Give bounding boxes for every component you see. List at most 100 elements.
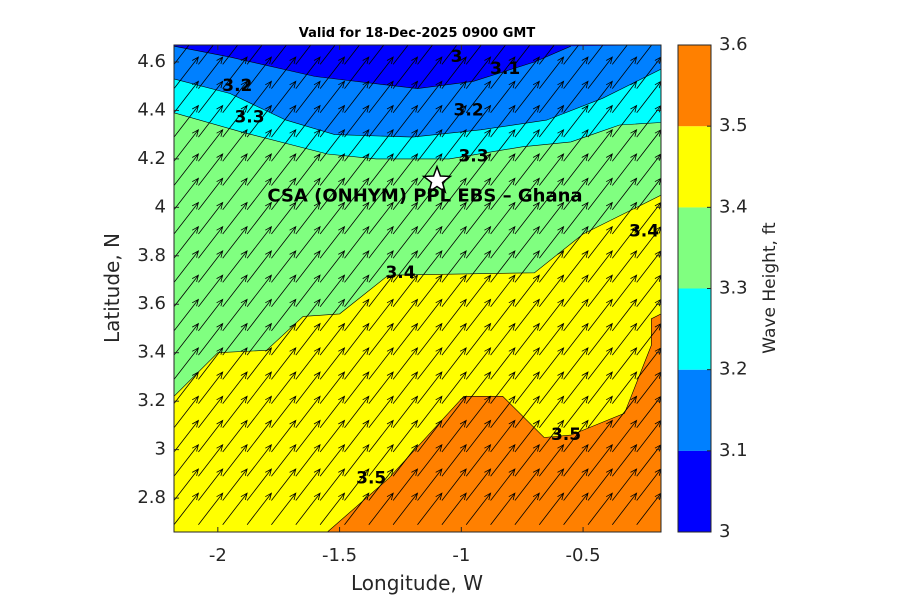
direction-arrow	[392, 45, 409, 65]
direction-arrow	[514, 468, 540, 501]
contour-label: 3.2	[222, 76, 252, 96]
direction-arrow	[514, 443, 540, 477]
direction-arrow	[538, 322, 565, 356]
direction-arrow	[514, 298, 540, 332]
direction-arrow	[198, 80, 224, 114]
x-axis-ticks: -2 -1.5 -1 -0.5	[209, 45, 601, 566]
direction-arrow	[563, 80, 589, 114]
direction-arrow	[246, 45, 263, 65]
direction-arrow	[295, 322, 321, 356]
direction-arrow	[174, 177, 200, 211]
direction-arrow	[295, 298, 321, 332]
direction-arrow	[417, 129, 443, 162]
direction-arrow	[611, 274, 638, 307]
direction-arrow	[417, 201, 443, 235]
direction-arrow	[611, 250, 638, 283]
plot-frame	[173, 44, 662, 533]
direction-arrow	[563, 298, 589, 332]
colorbar-tick-label: 3.6	[719, 34, 748, 55]
direction-arrow	[319, 492, 346, 525]
direction-arrow	[368, 443, 394, 477]
y-axis-ticks: 2.8 3 3.2 3.4 3.6 3.8 4 4.2 4.4 4.6	[137, 51, 661, 508]
colorbar-tick-label: 3.4	[719, 196, 748, 217]
direction-arrow	[198, 177, 224, 211]
contour-label: 3.5	[551, 425, 581, 445]
direction-arrow	[417, 468, 443, 501]
direction-arrow	[538, 45, 555, 65]
direction-arrow	[222, 104, 248, 138]
direction-arrow	[587, 298, 613, 332]
direction-arrow	[344, 419, 370, 453]
direction-arrow	[246, 225, 273, 259]
direction-arrow	[636, 468, 661, 501]
direction-arrow	[368, 419, 394, 453]
direction-arrow	[246, 104, 273, 138]
direction-arrow	[174, 56, 200, 89]
y-tick-label: 3.6	[137, 293, 166, 314]
direction-arrow	[587, 104, 613, 138]
direction-arrow	[344, 322, 370, 356]
direction-arrow	[392, 201, 419, 235]
direction-arrow	[611, 419, 638, 453]
direction-arrow	[538, 298, 565, 332]
direction-arrow	[198, 347, 224, 380]
site-label: CSA (ONHYM) PPL EBS – Ghana	[267, 186, 582, 207]
direction-arrow	[465, 250, 492, 283]
direction-arrow	[271, 104, 297, 138]
direction-arrow	[611, 225, 638, 259]
direction-arrow	[295, 419, 321, 453]
direction-arrow	[441, 177, 467, 211]
direction-arrow	[392, 274, 419, 307]
contour-label: 3.1	[490, 59, 520, 79]
direction-arrow	[174, 45, 190, 65]
colorbar-segment	[678, 45, 711, 127]
direction-arrow	[295, 104, 321, 138]
direction-arrow	[174, 492, 200, 525]
direction-arrow	[538, 468, 565, 501]
direction-arrow	[295, 250, 321, 283]
direction-arrow	[174, 104, 200, 138]
direction-arrow	[392, 250, 419, 283]
direction-arrow	[319, 56, 346, 89]
site-star-icon	[421, 164, 453, 194]
direction-arrow	[198, 56, 224, 89]
direction-arrow	[246, 492, 273, 525]
direction-arrow	[392, 443, 419, 477]
plot-area	[174, 45, 661, 532]
direction-arrow	[222, 419, 248, 453]
colorbar-tick-label: 3	[719, 521, 730, 542]
direction-arrow	[271, 274, 297, 307]
y-tick-label: 3.4	[137, 342, 166, 363]
direction-arrow	[441, 128, 467, 162]
direction-arrow	[417, 104, 443, 138]
direction-arrow	[538, 56, 565, 89]
direction-arrow	[344, 468, 370, 501]
direction-arrow	[271, 419, 297, 453]
direction-arrow	[392, 468, 419, 501]
direction-arrow	[563, 201, 589, 235]
direction-arrow	[368, 56, 394, 89]
direction-arrow	[465, 45, 482, 65]
contour-lines	[174, 45, 661, 532]
direction-arrow	[174, 129, 200, 162]
direction-arrow	[271, 395, 297, 429]
direction-arrow	[174, 468, 200, 501]
direction-arrow	[514, 371, 540, 404]
direction-arrow	[222, 347, 248, 380]
direction-arrow	[611, 104, 638, 138]
direction-arrow	[490, 468, 516, 501]
direction-arrow	[611, 395, 638, 429]
direction-arrow	[222, 129, 248, 162]
direction-arrow	[319, 298, 346, 332]
direction-arrow	[271, 225, 297, 259]
direction-arrow	[441, 419, 467, 453]
direction-arrow	[198, 371, 224, 404]
direction-arrow	[490, 298, 516, 332]
direction-arrow	[368, 492, 394, 525]
direction-arrow	[563, 225, 589, 259]
direction-arrow	[490, 56, 516, 89]
direction-arrow	[246, 322, 273, 356]
y-tick-label: 2.8	[137, 487, 166, 508]
direction-arrow	[368, 274, 394, 307]
direction-arrow	[490, 419, 516, 453]
